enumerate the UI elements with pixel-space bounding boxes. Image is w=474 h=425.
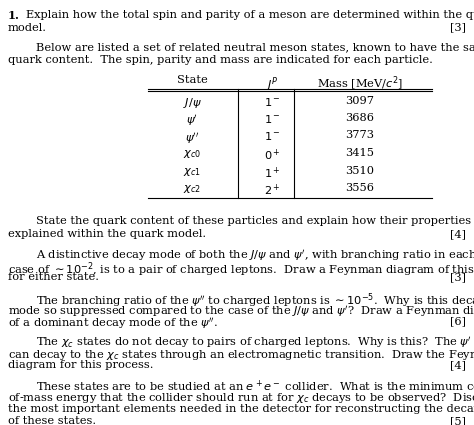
Text: can decay to the $\chi_c$ states through an electromagnetic transition.  Draw th: can decay to the $\chi_c$ states through…	[8, 348, 474, 362]
Text: 3097: 3097	[346, 96, 374, 105]
Text: Explain how the total spin and parity of a meson are determined within the quark: Explain how the total spin and parity of…	[26, 10, 474, 20]
Text: $1^+$: $1^+$	[264, 165, 280, 181]
Text: The $\chi_c$ states do not decay to pairs of charged leptons.  Why is this?  The: The $\chi_c$ states do not decay to pair…	[36, 335, 472, 350]
Text: 3510: 3510	[346, 165, 374, 176]
Text: 1.: 1.	[8, 10, 20, 21]
Text: $1^-$: $1^-$	[264, 96, 281, 108]
Text: $\chi_{c1}$: $\chi_{c1}$	[183, 165, 201, 178]
Text: $\psi^{\prime\prime}$: $\psi^{\prime\prime}$	[185, 130, 199, 145]
Text: These states are to be studied at an $e^+e^-$ collider.  What is the minimum cen: These states are to be studied at an $e^…	[36, 379, 474, 394]
Text: $J^P$: $J^P$	[265, 75, 278, 94]
Text: for either state.: for either state.	[8, 272, 99, 283]
Text: mode so suppressed compared to the case of the $J/\psi$ and $\psi^{\prime}$?  Dr: mode so suppressed compared to the case …	[8, 304, 474, 319]
Text: $0^+$: $0^+$	[264, 148, 280, 163]
Text: [3]: [3]	[450, 23, 466, 32]
Text: explained within the quark model.: explained within the quark model.	[8, 229, 206, 239]
Text: [4]: [4]	[450, 229, 466, 239]
Text: State: State	[177, 75, 207, 85]
Text: [5]: [5]	[450, 416, 466, 425]
Text: 3686: 3686	[346, 113, 374, 123]
Text: diagram for this process.: diagram for this process.	[8, 360, 154, 370]
Text: of-mass energy that the collider should run at for $\chi_c$ decays to be observe: of-mass energy that the collider should …	[8, 391, 474, 405]
Text: The branching ratio of the $\psi^{\prime\prime}$ to charged leptons is $\sim 10^: The branching ratio of the $\psi^{\prime…	[36, 291, 474, 310]
Text: model.: model.	[8, 23, 47, 32]
Text: the most important elements needed in the detector for reconstructing the decays: the most important elements needed in th…	[8, 404, 474, 414]
Text: 3773: 3773	[346, 130, 374, 141]
Text: of these states.: of these states.	[8, 416, 96, 425]
Text: quark content.  The spin, parity and mass are indicated for each particle.: quark content. The spin, parity and mass…	[8, 55, 433, 65]
Text: $\chi_{c0}$: $\chi_{c0}$	[183, 148, 201, 160]
Text: Mass [MeV/$c^2$]: Mass [MeV/$c^2$]	[317, 75, 403, 93]
Text: of a dominant decay mode of the $\psi^{\prime\prime}$.: of a dominant decay mode of the $\psi^{\…	[8, 316, 218, 331]
Text: $J/\psi$: $J/\psi$	[182, 96, 201, 110]
Text: A distinctive decay mode of both the $J/\psi$ and $\psi^{\prime}$, with branchin: A distinctive decay mode of both the $J/…	[36, 247, 474, 263]
Text: State the quark content of these particles and explain how their properties can : State the quark content of these particl…	[36, 216, 474, 226]
Text: 3556: 3556	[346, 183, 374, 193]
Text: [4]: [4]	[450, 360, 466, 370]
Text: 3415: 3415	[346, 148, 374, 158]
Text: [6]: [6]	[450, 316, 466, 326]
Text: $1^-$: $1^-$	[264, 130, 281, 142]
Text: Below are listed a set of related neutral meson states, known to have the same: Below are listed a set of related neutra…	[36, 42, 474, 53]
Text: $2^+$: $2^+$	[264, 183, 280, 198]
Text: $1^-$: $1^-$	[264, 113, 281, 125]
Text: $\chi_{c2}$: $\chi_{c2}$	[183, 183, 201, 195]
Text: $\psi^{\prime}$: $\psi^{\prime}$	[186, 113, 198, 128]
Text: case of $\sim 10^{-2}$, is to a pair of charged leptons.  Draw a Feynman diagram: case of $\sim 10^{-2}$, is to a pair of …	[8, 260, 474, 279]
Text: [3]: [3]	[450, 272, 466, 283]
